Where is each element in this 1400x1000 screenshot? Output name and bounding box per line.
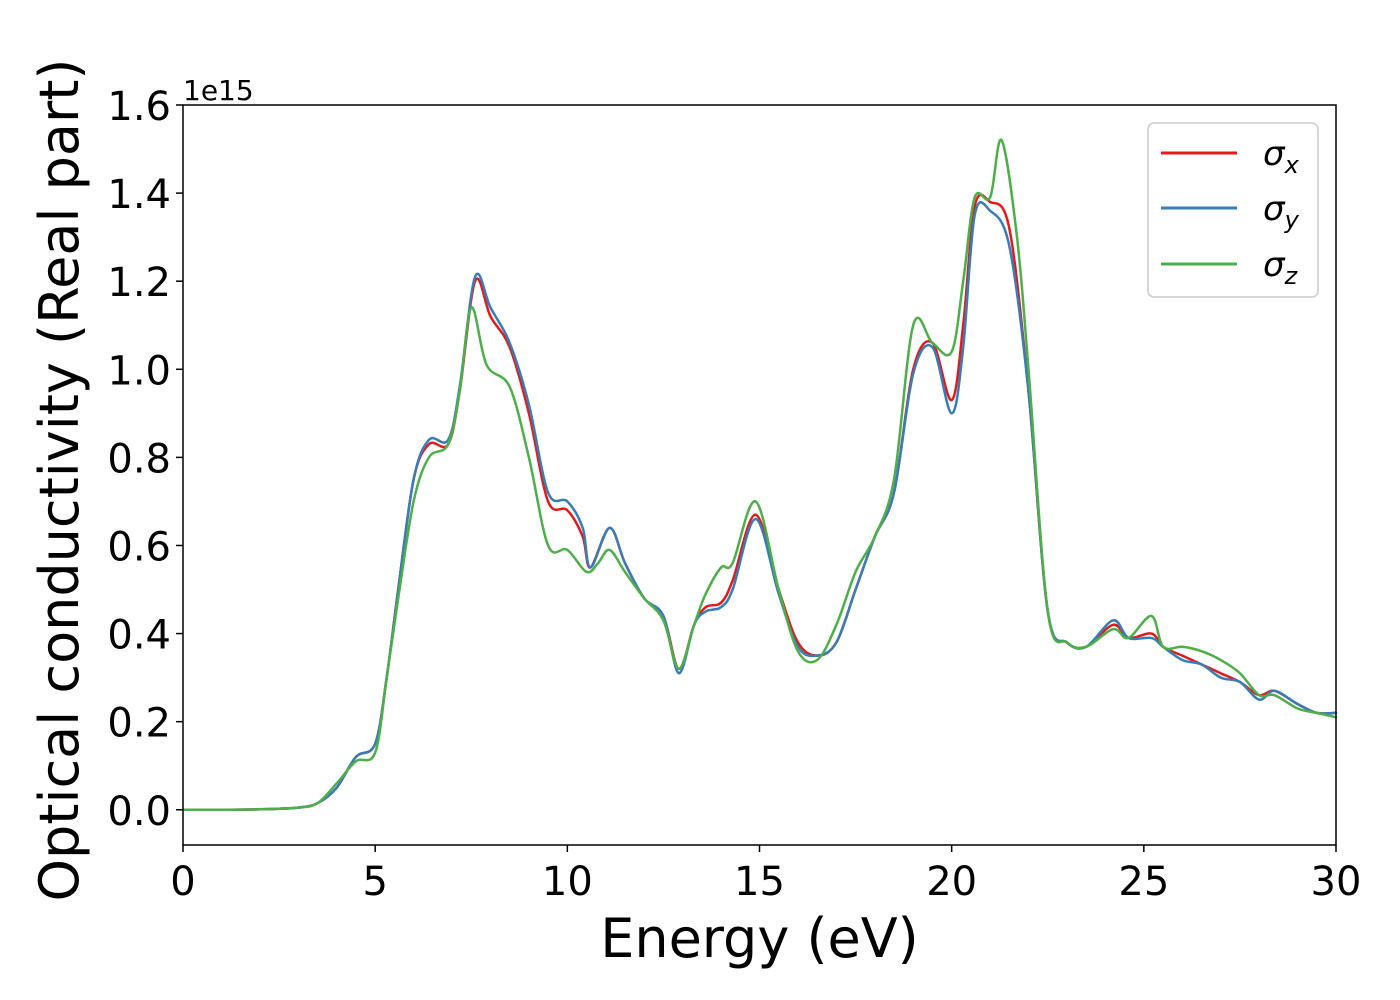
y-offset-text: 1e15 xyxy=(183,74,254,107)
legend-label-x: σx xyxy=(1263,134,1300,179)
x-tick-label: 5 xyxy=(362,859,387,905)
x-tick-label: 20 xyxy=(926,859,977,905)
x-tick-label: 25 xyxy=(1118,859,1169,905)
ticks-layer: 0 5 10 15 20 25 30 0.0 0.2 0.4 0.6 0.8 1.0 1.2 1.4 1.6 xyxy=(107,84,1361,905)
x-tick-label: 0 xyxy=(170,859,195,905)
y-tick-label: 0.4 xyxy=(107,613,171,659)
y-tick-label: 0.2 xyxy=(107,701,171,747)
y-axis-label: Optical conductivity (Real part) xyxy=(28,59,91,902)
y-tick-label: 1.4 xyxy=(107,172,171,218)
x-axis-label: Energy (eV) xyxy=(600,907,919,970)
x-tick-label: 10 xyxy=(542,859,593,905)
y-tick-label: 1.6 xyxy=(107,84,171,130)
y-tick-label: 1.2 xyxy=(107,260,171,306)
series-layer xyxy=(181,138,1338,812)
series-line-z xyxy=(181,138,1338,812)
y-tick-label: 0.6 xyxy=(107,524,171,570)
y-tick-label: 0.8 xyxy=(107,436,171,482)
x-tick-label: 15 xyxy=(734,859,785,905)
legend-box xyxy=(1147,122,1319,298)
y-tick-label: 0.0 xyxy=(107,789,171,835)
y-tick-label: 1.0 xyxy=(107,348,171,394)
x-tick-label: 30 xyxy=(1311,859,1362,905)
